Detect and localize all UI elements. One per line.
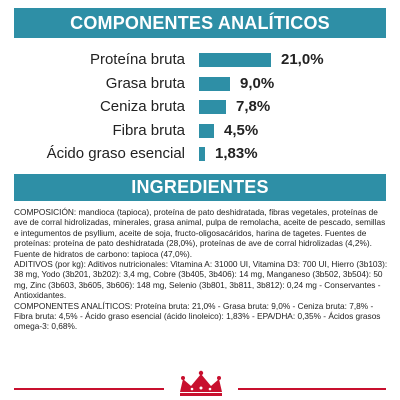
analytical-components-header: COMPONENTES ANALÍTICOS — [14, 8, 386, 38]
additives-paragraph: ADITIVOS (por kg): Aditivos nutricionale… — [14, 259, 388, 301]
analysis-value: 21,0% — [281, 51, 324, 68]
analysis-value: 4,5% — [224, 121, 259, 139]
analysis-bar — [199, 76, 230, 91]
analysis-row: Proteína bruta 21,0% — [0, 48, 400, 72]
analysis-label: Fibra bruta — [112, 121, 185, 139]
analysis-bar — [199, 123, 214, 138]
analysis-row: Grasa bruta 9,0% — [0, 72, 400, 96]
analysis-value: 7,8% — [236, 98, 271, 115]
analysis-bar — [199, 147, 205, 161]
ingredients-text: COMPOSICIÓN: mandioca (tapioca), proteín… — [14, 207, 388, 332]
analysis-label: Ácido graso esencial — [46, 145, 185, 162]
ingredients-header: INGREDIENTES — [14, 174, 386, 201]
analysis-value: 9,0% — [240, 74, 275, 92]
analytical-paragraph: COMPONENTES ANALÍTICOS: Proteína bruta: … — [14, 300, 381, 332]
analysis-label: Grasa bruta — [105, 74, 185, 92]
analysis-bar — [199, 100, 226, 114]
analysis-row: Ceniza bruta 7,8% — [0, 95, 400, 119]
analysis-bar — [199, 53, 271, 67]
footer-rule-left — [14, 388, 164, 390]
analysis-row: Fibra bruta 4,5% — [0, 119, 400, 143]
analytical-components-list: Proteína bruta 21,0% Grasa bruta 9,0% Ceniza… — [0, 48, 400, 166]
composition-paragraph: COMPOSICIÓN: mandioca (tapioca), proteín… — [14, 207, 386, 259]
analysis-row: Ácido graso esencial 1,83% — [0, 142, 400, 166]
crown-icon — [180, 370, 222, 396]
analysis-value: 1,83% — [215, 145, 258, 162]
footer-rule-right — [238, 388, 386, 390]
analysis-label: Proteína bruta — [89, 51, 185, 68]
analysis-label: Ceniza bruta — [99, 98, 185, 115]
